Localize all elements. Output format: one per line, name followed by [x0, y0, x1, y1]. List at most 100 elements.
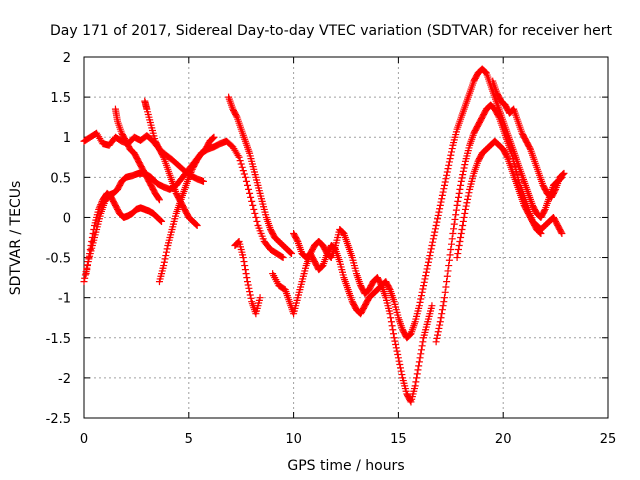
data-point-marker: [396, 364, 404, 372]
data-point-marker: [239, 167, 247, 175]
data-point-marker: [560, 169, 568, 177]
data-point-marker: [438, 310, 446, 318]
data-point-marker: [247, 294, 255, 302]
data-point-marker: [540, 207, 548, 215]
data-point-marker: [434, 215, 442, 223]
data-point-marker: [185, 172, 193, 180]
data-point-marker: [236, 157, 244, 165]
data-point-marker: [83, 266, 91, 274]
data-point-marker: [398, 371, 406, 379]
data-point-marker: [439, 188, 447, 196]
data-point-marker: [454, 250, 462, 258]
data-point-marker: [97, 201, 105, 209]
y-tick-label: 0.5: [50, 171, 71, 186]
data-point-marker: [160, 262, 168, 270]
data-point-marker: [454, 197, 462, 205]
data-point-marker: [157, 217, 165, 225]
data-point-marker: [436, 321, 444, 329]
y-tick-label: -2.5: [46, 412, 71, 427]
data-point-marker: [97, 199, 105, 207]
series-arc-13: [489, 77, 568, 201]
data-point-marker: [429, 235, 437, 243]
data-point-marker: [415, 302, 423, 310]
data-point-marker: [454, 246, 462, 254]
data-point-marker: [188, 167, 196, 175]
data-point-marker: [417, 295, 425, 303]
data-point-marker: [463, 199, 471, 207]
data-point-marker: [436, 205, 444, 213]
data-point-marker: [459, 217, 467, 225]
data-point-marker: [397, 367, 405, 375]
data-point-marker: [448, 145, 456, 153]
data-point-marker: [239, 254, 247, 262]
data-point-marker: [448, 235, 456, 243]
data-point-marker: [188, 165, 196, 173]
data-point-marker: [433, 334, 441, 342]
data-point-marker: [248, 197, 256, 205]
series-arc-12: [453, 137, 566, 262]
data-point-marker: [459, 167, 467, 175]
data-point-marker: [436, 201, 444, 209]
data-point-marker: [395, 357, 403, 365]
data-point-marker: [288, 250, 296, 258]
x-tick-labels: 0 5 10 15 20 25: [80, 432, 616, 447]
data-point-marker: [447, 246, 455, 254]
data-point-marker: [396, 361, 404, 369]
data-point-marker: [422, 272, 430, 280]
data-point-marker: [241, 266, 249, 274]
data-point-marker: [431, 228, 439, 236]
data-point-marker: [246, 291, 254, 299]
data-point-marker: [429, 238, 437, 246]
series-arc-5: [141, 97, 201, 229]
data-point-marker: [393, 347, 401, 355]
chart-title: Day 171 of 2017, Sidereal Day-to-day VTE…: [50, 23, 612, 39]
data-point-marker: [243, 278, 251, 286]
data-point-marker: [88, 234, 96, 241]
data-point-marker: [377, 280, 385, 288]
y-tick-label: -2: [58, 372, 71, 387]
y-tick-label: 1: [63, 131, 71, 146]
data-point-marker: [440, 185, 448, 193]
data-point-marker: [163, 245, 171, 253]
y-tick-label: -0.5: [46, 252, 71, 267]
data-point-marker: [424, 262, 432, 270]
data-point-marker: [240, 170, 248, 178]
data-point-marker: [240, 258, 248, 266]
data-point-marker: [80, 278, 88, 286]
data-point-marker: [456, 238, 464, 246]
data-point-marker: [87, 242, 95, 250]
data-point-marker: [244, 281, 252, 289]
data-point-marker: [256, 294, 264, 302]
data-point-marker: [436, 318, 444, 326]
data-point-marker: [460, 213, 468, 221]
data-point-marker: [394, 350, 402, 358]
data-point-marker: [464, 192, 472, 200]
data-point-marker: [416, 298, 424, 306]
data-point-marker: [238, 163, 246, 171]
data-point-marker: [279, 254, 287, 262]
data-point-marker: [559, 171, 567, 179]
data-point-marker: [413, 370, 421, 378]
data-point-marker: [278, 253, 286, 261]
data-point-marker: [420, 278, 428, 286]
data-point-marker: [287, 249, 295, 257]
data-point-marker: [441, 294, 449, 302]
data-point-marker: [503, 152, 511, 160]
data-point-marker: [457, 181, 465, 189]
data-point-marker: [419, 338, 427, 346]
data-point-marker: [386, 310, 394, 318]
y-axis-title: SDTVAR / TECUs: [8, 181, 24, 296]
data-point-marker: [431, 225, 439, 233]
data-point-marker: [186, 170, 194, 178]
data-point-marker: [444, 165, 452, 173]
data-point-marker: [388, 322, 396, 330]
data-point-marker: [96, 202, 104, 210]
data-point-marker: [428, 302, 436, 310]
data-point-marker: [559, 170, 567, 178]
data-point-marker: [439, 302, 447, 310]
data-point-marker: [162, 248, 170, 256]
data-point-marker: [441, 181, 449, 189]
x-tick-label: 10: [285, 432, 302, 447]
data-point-marker: [416, 354, 424, 362]
